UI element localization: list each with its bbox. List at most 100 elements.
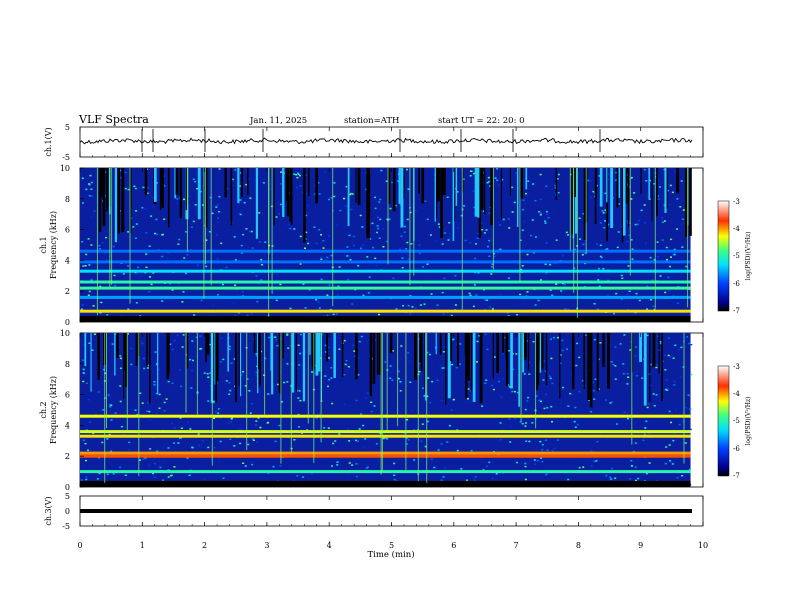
spectrogram-cell [87, 178, 90, 180]
ch2-colorbar-label: log(PSD)(V²/Hz) [745, 397, 752, 446]
spectrogram-cell [338, 348, 341, 350]
spectrogram-cell [653, 405, 656, 407]
spectrogram-cell [620, 298, 623, 300]
spectrogram-cell [521, 265, 524, 267]
spectrogram-cell [547, 217, 550, 219]
spectrogram-cell [88, 183, 91, 185]
spectrogram-cell [439, 364, 442, 366]
spectrogram-cell [643, 433, 646, 436]
spectrogram-cell [388, 218, 391, 220]
ytick-label: 2 [65, 452, 70, 461]
spectrogram-cell [355, 439, 357, 442]
spectrogram-burst [366, 168, 370, 238]
spectrogram-burst [440, 168, 443, 238]
spectrogram-cell [550, 357, 553, 360]
spectrogram-burst [457, 333, 459, 367]
spectrogram-burst [278, 333, 281, 394]
spectrogram-cell [478, 335, 481, 337]
spectrogram-burst [575, 168, 578, 234]
spectrogram-cell [562, 254, 564, 257]
spectrogram-burst [688, 168, 692, 236]
spectrogram-burst [505, 333, 509, 387]
spectrogram-cell [386, 437, 389, 440]
spectrogram-cell [362, 424, 365, 427]
spectrogram-cell [91, 349, 94, 351]
spectrogram-cell [298, 364, 301, 366]
spectrogram-burst [418, 168, 420, 194]
spectrogram-cell [650, 371, 653, 373]
spectrogram-cell [331, 465, 333, 467]
spectrogram-cell [651, 279, 654, 281]
spectrogram-cell [247, 246, 250, 248]
spectrogram-cell [448, 232, 451, 235]
spectrogram-cell [646, 334, 649, 337]
spectrogram-cell [347, 278, 350, 281]
date-label: Jan. 11, 2025 [249, 116, 307, 126]
spectrogram-cell [494, 177, 497, 179]
spectrogram-cell [655, 366, 658, 369]
spectrogram-cell [85, 476, 88, 479]
spectrogram-cell [516, 461, 518, 464]
spectrogram-cell [602, 212, 605, 214]
spectrogram-burst [649, 333, 651, 403]
spectrogram-cell [81, 177, 84, 179]
spectrogram-cell [581, 380, 584, 382]
spectrogram-cell [216, 204, 219, 206]
spectrogram-cell [381, 253, 384, 255]
spectrogram-cell [667, 354, 670, 357]
spectrogram-cell [157, 368, 160, 371]
spectrogram-impulse [185, 333, 187, 413]
spectrogram-cell [609, 476, 612, 479]
spectrogram-cell [217, 221, 220, 223]
spectrogram-cell [336, 381, 339, 383]
spectrogram-cell [244, 385, 247, 387]
spectrogram-cell [655, 437, 658, 439]
spectrogram-cell [297, 173, 300, 176]
spectrogram-cell [545, 393, 548, 396]
spectrogram-cell [473, 206, 476, 209]
spectrogram-cell [578, 356, 581, 359]
spectrogram-cell [344, 197, 347, 200]
ch1-colorbar-tick-5: -5 [733, 252, 740, 260]
spectrogram-cell [347, 229, 349, 231]
spectrogram-cell [555, 283, 558, 285]
spectrogram-cell [353, 211, 356, 213]
spectrogram-cell [431, 362, 433, 364]
spectrogram-cell [454, 304, 457, 306]
spectrogram-cell [347, 255, 350, 257]
ch1-waveform-ylabel: ch.1(V) [44, 127, 53, 156]
spectrogram-cell [637, 219, 640, 222]
spectrogram-cell [219, 361, 222, 363]
spectrogram-cell [245, 183, 248, 186]
spectrogram-cell [240, 374, 243, 376]
spectrogram-cell [90, 278, 93, 281]
spectrogram-cell [519, 293, 522, 296]
spectrogram-impulse [654, 168, 656, 309]
spectrogram-cell [153, 384, 156, 386]
spectrogram-cell [169, 343, 172, 345]
spectrogram-cell [507, 218, 510, 220]
spectrogram-cell [315, 417, 318, 419]
spectrogram-cell [173, 442, 175, 444]
spectrogram-cell [540, 212, 543, 215]
spectrogram-burst [500, 168, 503, 220]
spectrogram-cell [279, 203, 282, 206]
spectrogram-cell [256, 441, 259, 443]
spectrogram-cell [389, 365, 392, 367]
spectrogram-cell [347, 366, 350, 368]
spectrogram-burst [434, 168, 436, 222]
spectrogram-cell [382, 246, 385, 248]
spectrogram-impulse [386, 333, 388, 431]
spectrogram-burst [524, 333, 527, 357]
station-label: station=ATH [344, 116, 399, 126]
spectrogram-cell [181, 346, 184, 348]
spectrogram-cell [148, 290, 151, 293]
spectrogram-cell [264, 241, 267, 243]
spectrogram-cell [456, 191, 459, 193]
spectrogram-burst [525, 168, 528, 190]
spectrogram-cell [418, 338, 421, 340]
spectrogram-cell [107, 394, 110, 396]
spectrogram-cell [276, 383, 279, 386]
spectrogram-cell [659, 341, 662, 343]
spectrogram-cell [184, 272, 187, 275]
